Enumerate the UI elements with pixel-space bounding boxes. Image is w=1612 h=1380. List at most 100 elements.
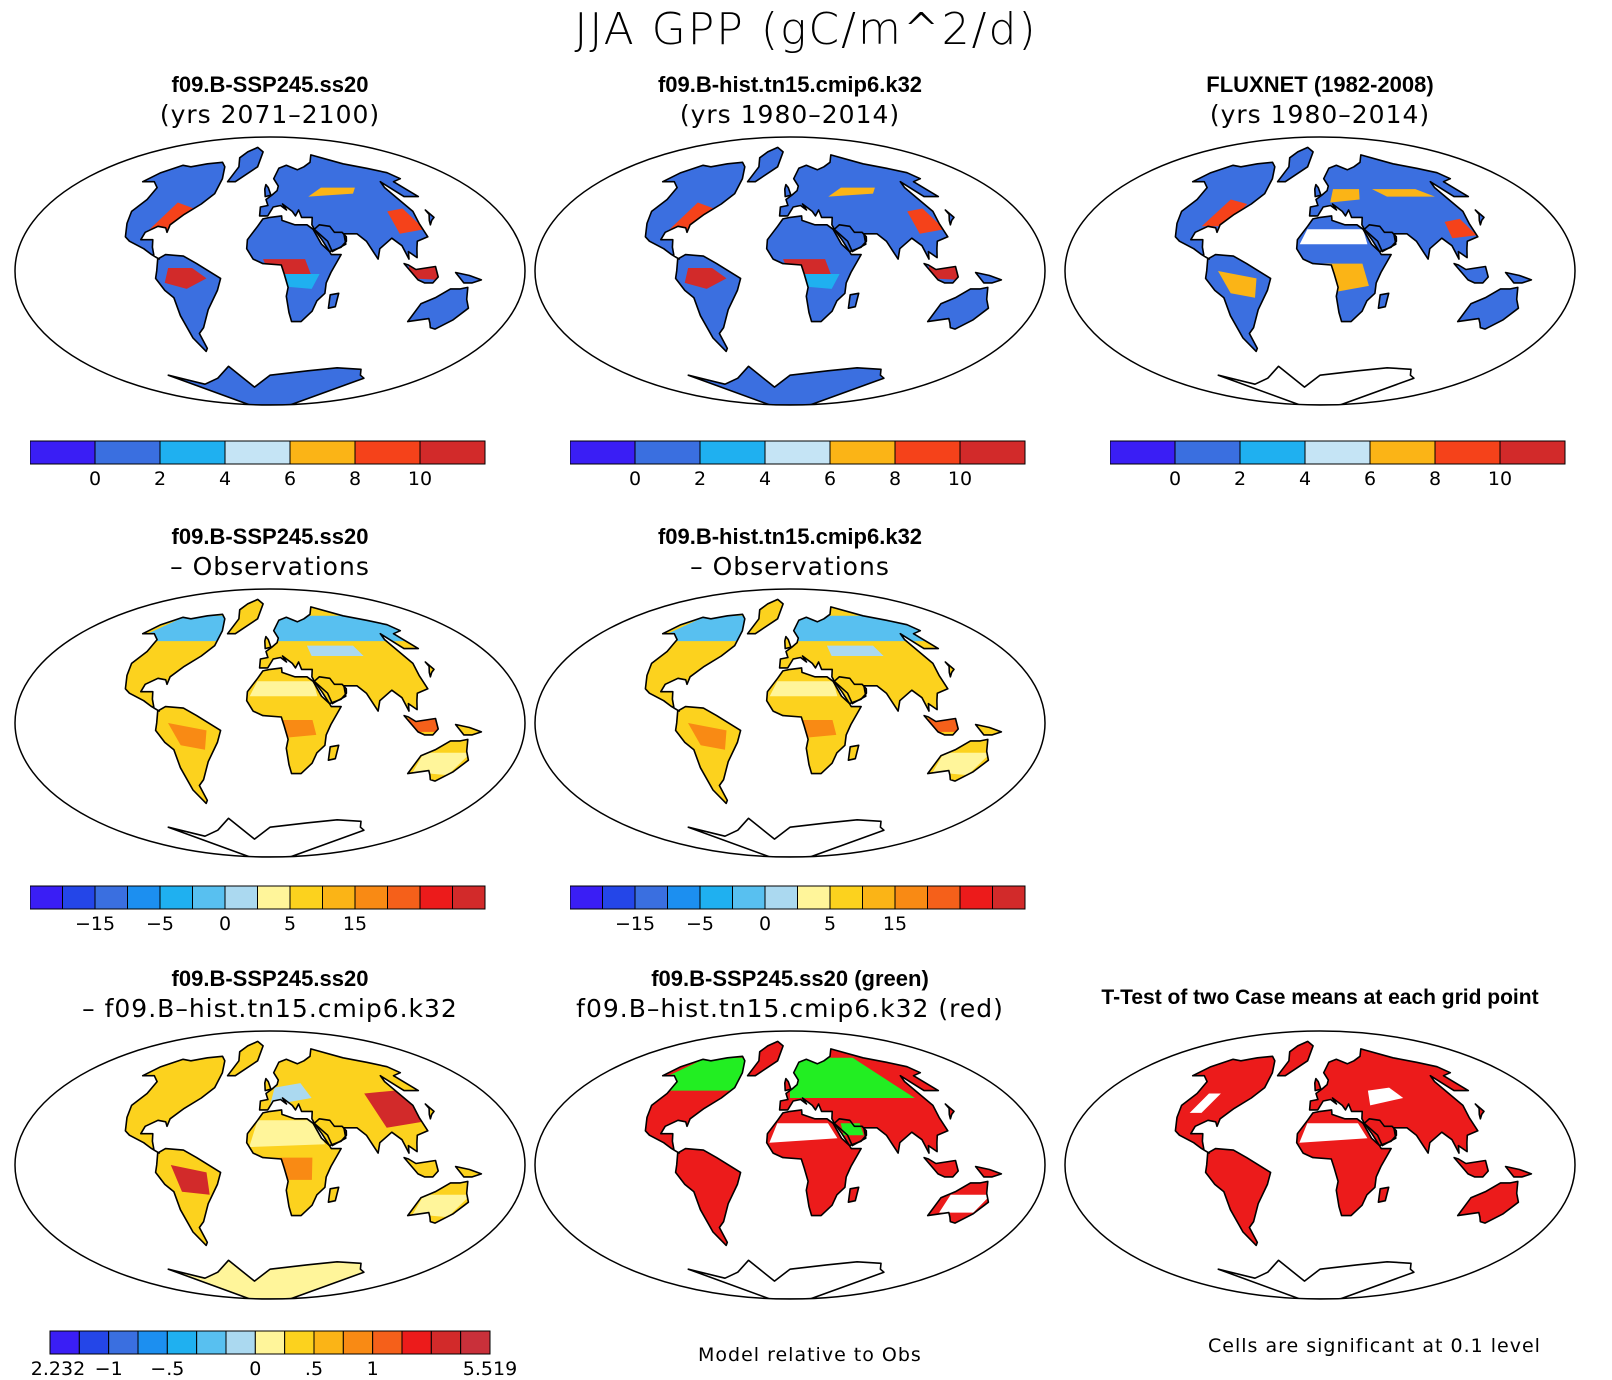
- colorbar-tick-label: 10: [1488, 468, 1512, 490]
- map-frame: [14, 1030, 526, 1300]
- colorbar-swatch: [570, 885, 603, 910]
- colorbar-swatch: [30, 440, 96, 465]
- colorbar-diff-obs-1: −15 −5 0 5 15: [30, 885, 486, 935]
- land-namerica: [1175, 1056, 1275, 1154]
- colorbar-swatch: [1434, 440, 1501, 465]
- colorbar-tick-label: 6: [824, 468, 836, 490]
- panel-title: f09.B-hist.tn15.cmip6.k32: [657, 524, 923, 549]
- colorbar-swatch: [764, 885, 798, 910]
- colorbar-swatch: [108, 1330, 139, 1355]
- land-greatbritain: [784, 184, 791, 197]
- colorbar-tick-label: 0: [629, 468, 641, 490]
- panel-title: FLUXNET (1982-2008): [1206, 72, 1434, 97]
- colorbar-tick-label: 5: [284, 913, 296, 935]
- colorbar-tick-label: −.5: [150, 1358, 184, 1380]
- land-samerica: [675, 1148, 741, 1246]
- colorbar-tick-label: .5: [305, 1358, 323, 1380]
- colorbar-swatch: [992, 885, 1026, 910]
- world-map: [1064, 136, 1576, 406]
- colorbar-tick-label: −15: [615, 913, 655, 935]
- colorbar-swatch: [387, 885, 421, 910]
- ttest-footnote: Cells are significant at 0.1 level: [1208, 1335, 1541, 1357]
- panel-subtitle: (yrs 1980–2014): [679, 100, 901, 129]
- colorbar-swatch: [192, 885, 226, 910]
- colorbar-swatch: [225, 1330, 256, 1355]
- land-eurasia: [1309, 1048, 1478, 1154]
- colorbar-swatch: [354, 440, 421, 465]
- colorbar-swatch: [1239, 440, 1306, 465]
- colorbar-swatch: [570, 440, 636, 465]
- land-greenland: [747, 599, 784, 634]
- land-arabia: [834, 676, 867, 704]
- colorbar-tick-label: 6: [1364, 468, 1376, 490]
- land-arabia: [1364, 224, 1397, 252]
- colorbar-tick-label: −5: [686, 913, 714, 935]
- compare-footnote: Model relative to Obs: [698, 1344, 922, 1366]
- colorbar-swatch: [284, 1330, 315, 1355]
- map-frame: [14, 588, 526, 858]
- colorbar-swatch: [137, 1330, 168, 1355]
- colorbar-swatch: [127, 885, 161, 910]
- panel-title: f09.B-SSP245.ss20 (green): [651, 966, 929, 991]
- colorbar-absolute-3: 0 2 4 6 8 10: [1110, 440, 1566, 490]
- land-arabia: [314, 1118, 347, 1146]
- land-madagascar: [1378, 1187, 1389, 1203]
- land-madagascar: [848, 745, 859, 761]
- colorbar-swatch: [289, 885, 323, 910]
- land-madagascar: [328, 293, 339, 309]
- colorbar-tick-label: 10: [408, 468, 432, 490]
- map-frame: [534, 1030, 1046, 1300]
- colorbar-tick-label: 0: [759, 913, 771, 935]
- colorbar-tick-label: 2: [1234, 468, 1246, 490]
- colorbar-tick-label: 0: [89, 468, 101, 490]
- colorbar-swatch: [254, 1330, 286, 1355]
- land-madagascar: [848, 293, 859, 309]
- land-greenland: [227, 599, 264, 634]
- colorbar-swatch: [732, 885, 766, 910]
- colorbar-swatch: [829, 440, 896, 465]
- colorbar-tick-label: 4: [1299, 468, 1311, 490]
- colorbar-tick-label: 2: [154, 468, 166, 490]
- colorbar-diff-obs-2: −15 −5 0 5 15: [570, 885, 1026, 935]
- land-madagascar: [328, 1187, 339, 1203]
- land-namerica: [125, 1056, 225, 1154]
- colorbar-swatch: [430, 1330, 462, 1355]
- land-samerica: [1205, 1148, 1271, 1246]
- land-arabia: [1364, 1118, 1397, 1146]
- colorbar-swatch: [667, 885, 701, 910]
- colorbar-tick-label: 2: [694, 468, 706, 490]
- map-frame: [534, 588, 1046, 858]
- colorbar-swatch: [894, 440, 961, 465]
- land-greenland: [747, 147, 784, 182]
- ocean: [1065, 137, 1575, 405]
- colorbar-swatch: [224, 440, 291, 465]
- world-map: [14, 136, 526, 406]
- land-eurasia: [259, 1048, 428, 1154]
- colorbar-swatch: [313, 1330, 344, 1355]
- colorbar-swatch: [257, 885, 291, 910]
- colorbar-tick-label: 0: [219, 913, 231, 935]
- colorbar-swatch: [372, 1330, 403, 1355]
- colorbar-swatch: [224, 885, 258, 910]
- land-greatbritain: [264, 636, 271, 649]
- colorbar-tick-label: 15: [343, 913, 367, 935]
- colorbar-tick-label: 6: [284, 468, 296, 490]
- panel-subtitle: f09.B–hist.tn15.cmip6.k32 (red): [576, 994, 1004, 1023]
- ocean: [15, 1031, 525, 1299]
- colorbar-swatch: [634, 885, 668, 910]
- land-arabia: [834, 224, 867, 252]
- colorbar-swatch: [894, 885, 928, 910]
- world-map: [534, 136, 1046, 406]
- colorbar-swatch: [699, 885, 733, 910]
- land-greatbritain: [264, 184, 271, 197]
- colorbar-tick-label: 10: [948, 468, 972, 490]
- figure-title: JJA GPP (gC/m^2/d): [574, 4, 1038, 55]
- ocean: [535, 1031, 1045, 1299]
- colorbar-tick-label: −2.232: [30, 1358, 85, 1380]
- map-frame: [14, 136, 526, 406]
- land-madagascar: [1378, 293, 1389, 309]
- land-greenland: [1277, 1041, 1314, 1076]
- colorbar-swatch: [959, 885, 993, 910]
- colorbar-swatch: [159, 440, 226, 465]
- land-greatbritain: [1314, 184, 1321, 197]
